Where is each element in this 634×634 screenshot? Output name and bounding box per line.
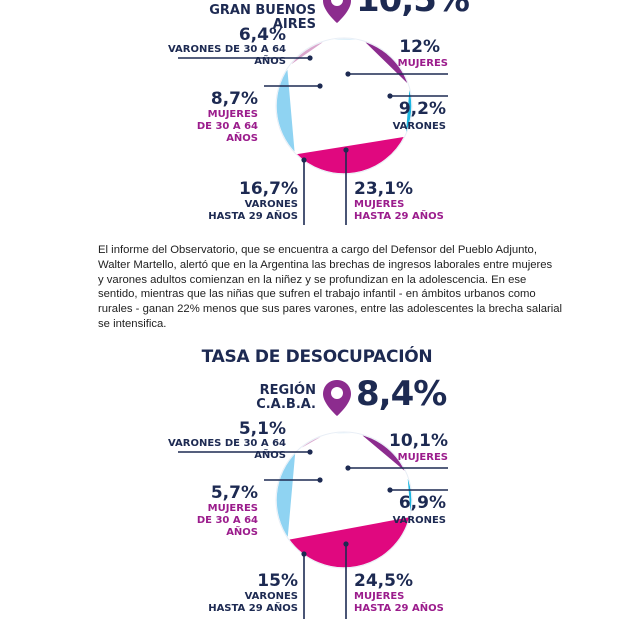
label-varones-29-cat2: HASTA 29 AÑOS xyxy=(208,211,298,222)
paragraph-line: El informe del Observatorio, que se encu… xyxy=(98,244,537,256)
label-mujeres-30-64-cat2: DE 30 A 64 AÑOS xyxy=(196,121,258,144)
pie-outline xyxy=(275,431,413,569)
leader-mujeres-dot xyxy=(345,465,351,471)
region-label: GRAN BUENOS AIRES xyxy=(209,3,316,32)
label-varones-29-cat1: VARONES xyxy=(244,591,298,602)
label-varones-29-cat2: HASTA 29 AÑOS xyxy=(208,603,298,614)
paragraph-line: y varones adultos comienzan en la niñez … xyxy=(98,273,527,286)
pie-outline xyxy=(275,37,413,175)
label-varones-pct: 9,2% xyxy=(398,99,446,119)
region-label-line2: C.A.B.A. xyxy=(256,397,316,412)
leader-varones-30-64-dot xyxy=(307,55,313,61)
label-varones-29-cat1: VARONES xyxy=(244,199,298,210)
label-mujeres-cat: MUJERES xyxy=(397,58,448,69)
leader-mujeres-30-64-dot xyxy=(317,477,323,483)
leader-varones-29-dot xyxy=(301,551,307,557)
leader-mujeres-29-dot xyxy=(343,541,349,547)
leader-mujeres-29-dot xyxy=(343,147,349,153)
leader-varones-dot xyxy=(387,93,393,99)
label-mujeres-29-cat1: MUJERES xyxy=(354,199,405,210)
label-varones-30-64-cat: VARONES DE 30 A 64 AÑOS xyxy=(167,438,286,461)
leader-varones-30-64-dot xyxy=(307,449,313,455)
label-mujeres-pct: 12% xyxy=(399,37,440,57)
location-pin-icon xyxy=(322,0,352,28)
label-mujeres-30-64-pct: 8,7% xyxy=(210,89,258,109)
location-pin-icon xyxy=(322,378,352,422)
label-varones-30-64-pct: 5,1% xyxy=(238,419,286,439)
label-mujeres-29-pct: 23,1% xyxy=(354,179,413,199)
label-varones-30-64-pct: 6,4% xyxy=(238,25,286,45)
region-value: 10,5% xyxy=(356,0,470,20)
label-varones-pct: 6,9% xyxy=(398,493,446,513)
leader-varones-29-dot xyxy=(301,157,307,163)
paragraph-line: sentido, mientras que las niñas que sufr… xyxy=(98,288,536,301)
leader-mujeres-dot xyxy=(345,71,351,77)
label-mujeres-30-64-cat1: MUJERES xyxy=(207,109,258,120)
label-mujeres-30-64-cat1: MUJERES xyxy=(207,503,258,514)
leader-mujeres-30-64-dot xyxy=(317,83,323,89)
label-mujeres-29-cat1: MUJERES xyxy=(354,591,405,602)
region-value: 8,4% xyxy=(356,374,447,414)
paragraph-line: rurales - ganan 22% menos que sus pares … xyxy=(98,303,563,316)
pie-slice xyxy=(295,433,328,453)
label-varones-cat: VARONES xyxy=(392,515,446,526)
label-varones-30-64-cat: VARONES DE 30 A 64 AÑOS xyxy=(167,44,286,67)
label-varones-29-pct: 15% xyxy=(257,571,298,591)
label-mujeres-30-64-cat2: DE 30 A 64 AÑOS xyxy=(196,515,258,538)
body-paragraph: El informe del Observatorio, que se encu… xyxy=(98,243,578,332)
label-mujeres-29-cat2: HASTA 29 AÑOS xyxy=(354,603,444,614)
label-mujeres-cat: MUJERES xyxy=(397,452,448,463)
section-title: TASA DE DESOCUPACIÓN xyxy=(201,347,433,367)
paragraph-line: Walter Martello, alertó que en la Argent… xyxy=(98,258,553,271)
label-mujeres-30-64-pct: 5,7% xyxy=(210,483,258,503)
label-mujeres-29-cat2: HASTA 29 AÑOS xyxy=(354,211,444,222)
label-mujeres-29-pct: 24,5% xyxy=(354,571,413,591)
label-varones-29-pct: 16,7% xyxy=(239,179,298,199)
leader-varones-dot xyxy=(387,487,393,493)
region-label-line1: REGIÓN xyxy=(259,383,316,398)
label-varones-cat: VARONES xyxy=(392,121,446,132)
label-mujeres-pct: 10,1% xyxy=(389,431,448,451)
paragraph-line: se intensifica. xyxy=(98,317,167,330)
